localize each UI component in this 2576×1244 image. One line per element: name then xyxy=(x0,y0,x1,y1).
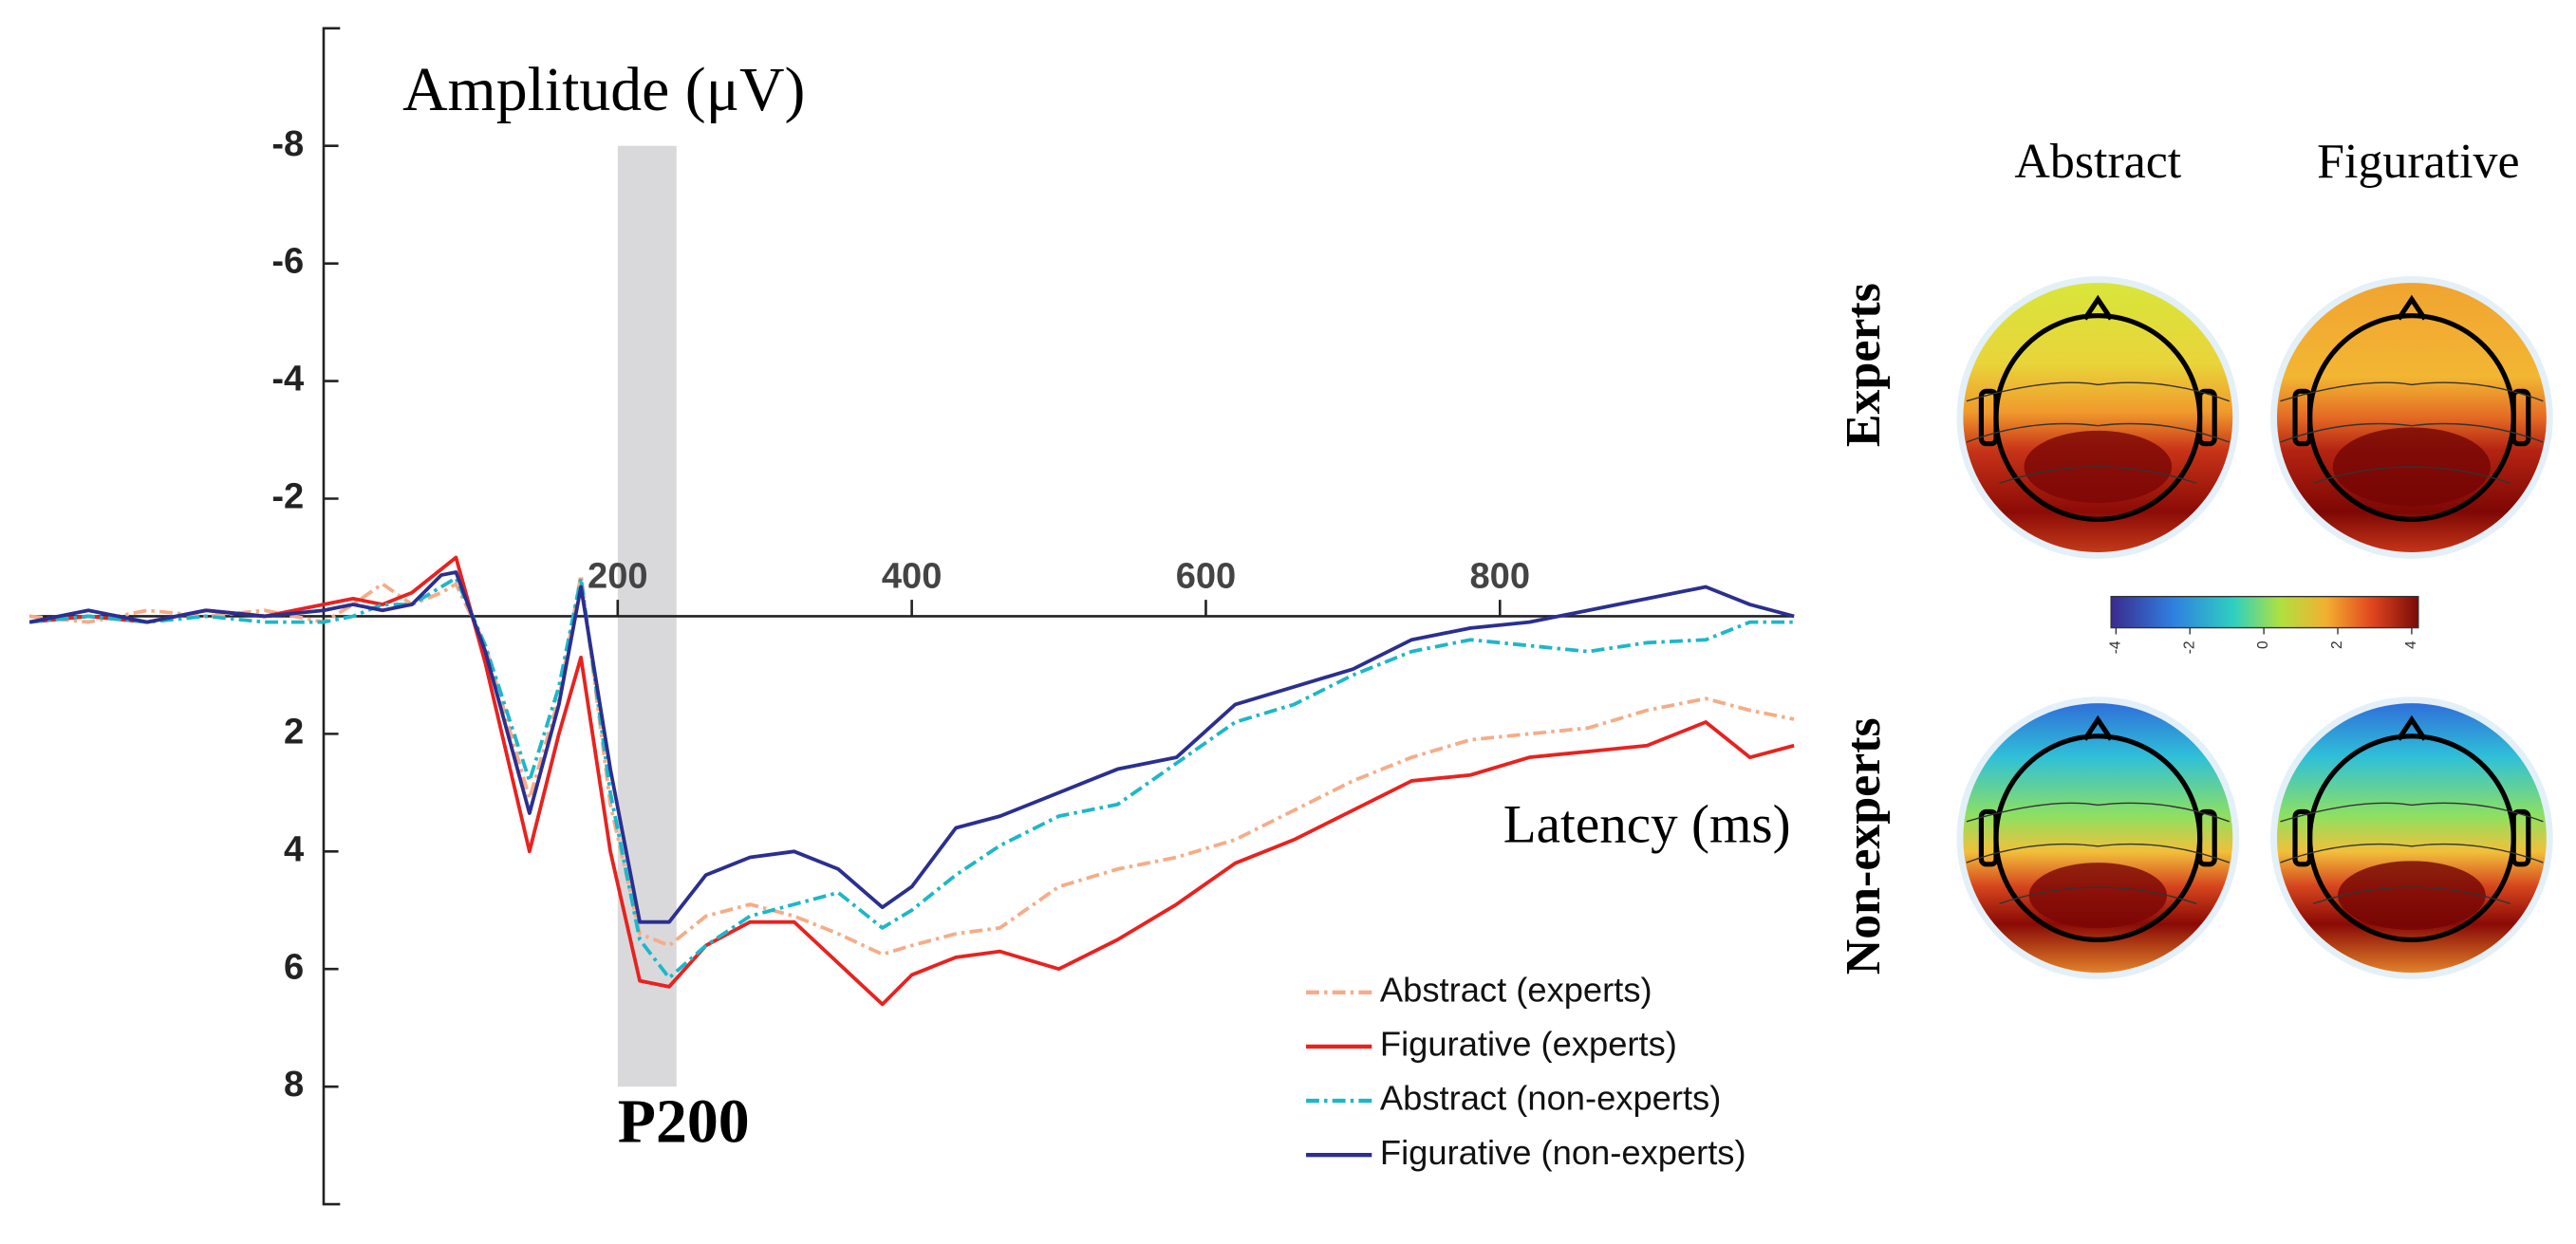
x-axis-label: Latency (ms) xyxy=(1503,795,1791,855)
y-tick-label: -6 xyxy=(271,242,304,282)
erp-line xyxy=(28,555,1795,1007)
colorbar xyxy=(2110,595,2419,629)
row-label: Non-experts xyxy=(1837,717,1891,975)
legend-label: Figurative (experts) xyxy=(1380,1025,1677,1064)
y-tick-label: -8 xyxy=(271,124,304,164)
y-tick-label: 6 xyxy=(284,947,304,987)
legend-label: Abstract (non-experts) xyxy=(1380,1079,1721,1118)
y-tick-label: 2 xyxy=(284,712,304,752)
erp-line xyxy=(28,573,1795,956)
y-tick-label: 4 xyxy=(284,829,304,869)
topomap-nonexperts-abstract xyxy=(1956,696,2240,979)
x-tick-label: 800 xyxy=(1470,557,1531,597)
column-label: Figurative xyxy=(2317,135,2519,189)
colorbar-tick-label: -4 xyxy=(2107,641,2123,654)
y-tick-label: -4 xyxy=(271,360,304,399)
colorbar-tick-label: 0 xyxy=(2255,641,2271,649)
topomap-experts-figurative xyxy=(2270,276,2553,559)
column-label: Abstract xyxy=(2014,135,2181,189)
x-tick-label: 200 xyxy=(588,557,648,597)
y-axis-label: Amplitude (μV) xyxy=(402,55,805,124)
p200-label: P200 xyxy=(618,1087,750,1157)
topomap-experts-abstract xyxy=(1956,276,2240,559)
colorbar-tick-label: 2 xyxy=(2329,641,2345,649)
legend-label: Figurative (non-experts) xyxy=(1380,1133,1746,1172)
topomap-nonexperts-figurative xyxy=(2270,696,2553,979)
erp-line xyxy=(28,576,1795,980)
x-tick-label: 600 xyxy=(1176,557,1237,597)
legend-label: Abstract (experts) xyxy=(1380,970,1652,1009)
row-label: Experts xyxy=(1837,283,1891,447)
y-tick-label: 8 xyxy=(284,1065,304,1105)
x-tick-label: 400 xyxy=(882,557,943,597)
colorbar-tick-label: -2 xyxy=(2181,641,2197,654)
colorbar-tick-label: 4 xyxy=(2403,641,2419,649)
erp-line xyxy=(28,570,1795,924)
y-tick-label: -2 xyxy=(271,477,304,517)
